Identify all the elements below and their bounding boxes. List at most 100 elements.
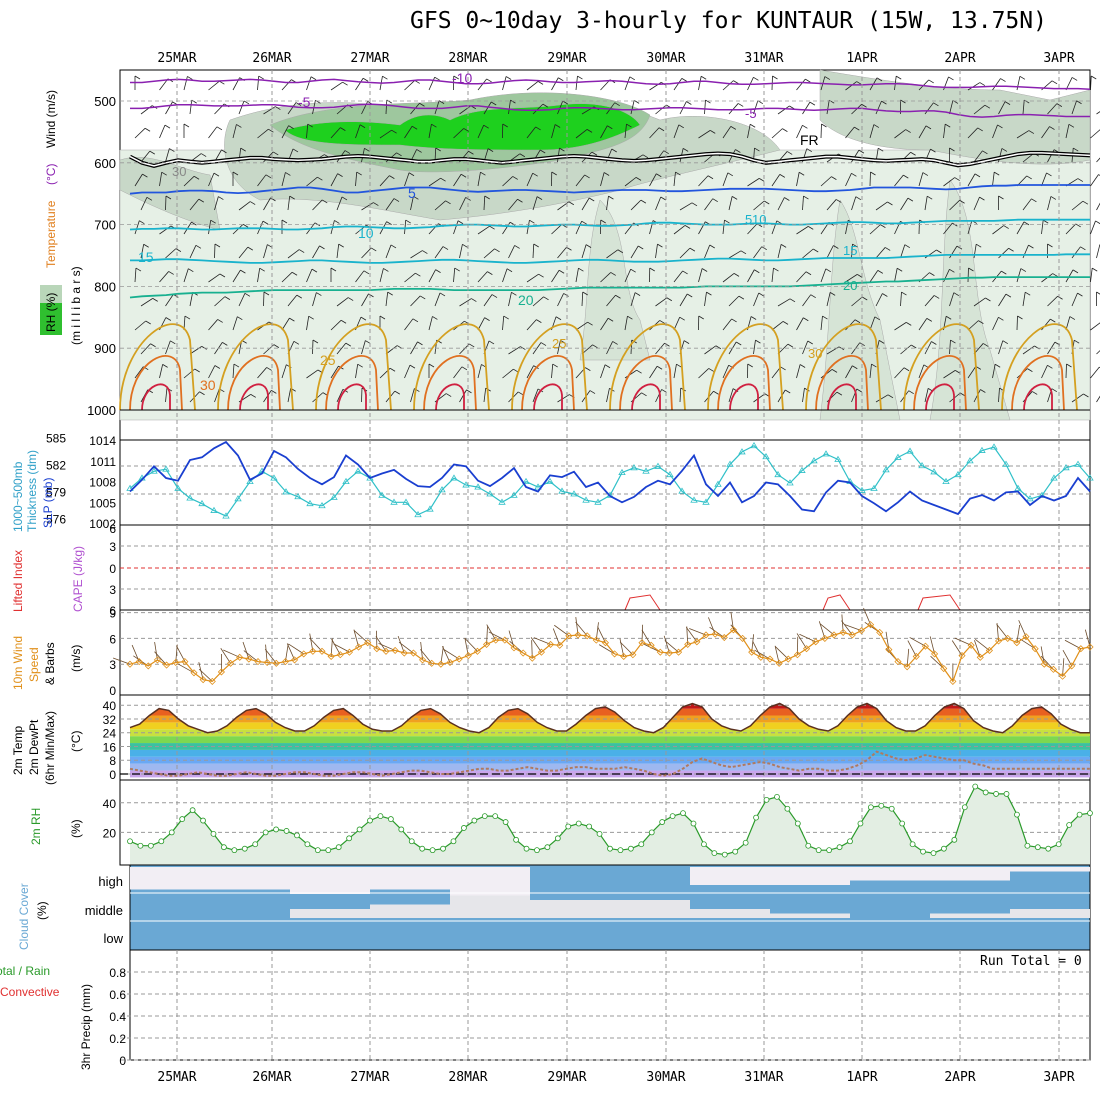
wind-barb-flag bbox=[636, 369, 642, 374]
wind10-point bbox=[1077, 645, 1085, 653]
isotherm-label: 5 bbox=[408, 185, 416, 201]
wind-barb bbox=[1022, 345, 1035, 355]
wind-barb-flag bbox=[373, 202, 379, 206]
wind-barb-flag bbox=[784, 197, 790, 201]
rh2m-point bbox=[1087, 810, 1093, 817]
wind-barb bbox=[918, 125, 927, 139]
wind-barb-flag bbox=[389, 175, 395, 179]
isotherm-30 bbox=[129, 355, 183, 411]
precip-tick: 0.6 bbox=[109, 988, 126, 1002]
wind-barb-flag bbox=[341, 196, 348, 201]
wind10-point bbox=[245, 655, 253, 663]
wind-barb-flag bbox=[1095, 220, 1100, 225]
wind-barb bbox=[189, 198, 200, 211]
wind-barb-flag bbox=[432, 316, 438, 320]
wind-barb-flag bbox=[1031, 391, 1038, 395]
slp-point bbox=[570, 490, 578, 497]
wind10-barb bbox=[754, 649, 771, 660]
wind-barb-flag bbox=[977, 127, 983, 132]
wind-barb-flag bbox=[165, 317, 172, 321]
wind-barb-flag bbox=[998, 316, 1004, 321]
wind10-point bbox=[556, 641, 564, 649]
wind-barb bbox=[655, 297, 668, 307]
wind10-point bbox=[382, 647, 390, 655]
wind-barb-flag bbox=[357, 363, 363, 368]
wind-barb bbox=[649, 173, 657, 187]
wind-barb-flag bbox=[589, 390, 596, 394]
wind-barb-flag bbox=[431, 123, 437, 128]
wind-barb bbox=[404, 172, 410, 187]
rh2m-axis: 40 20 bbox=[103, 797, 117, 841]
wind-barb-flag bbox=[390, 244, 397, 249]
wind-barb bbox=[434, 246, 444, 259]
wind-barb-flag bbox=[1050, 318, 1056, 323]
rh2m-point bbox=[763, 796, 770, 803]
slp-point bbox=[1050, 474, 1058, 481]
wind-barb-flag bbox=[360, 316, 367, 321]
wind-barb-flag bbox=[607, 125, 613, 130]
wind-barb bbox=[385, 244, 392, 259]
wind-barb-flag bbox=[469, 343, 475, 348]
wind-barb-flag bbox=[308, 315, 314, 320]
wind-barb-flag bbox=[589, 197, 595, 202]
wind10-barb bbox=[488, 631, 506, 641]
date-label-bottom: 31MAR bbox=[744, 1070, 783, 1085]
wind10-point bbox=[629, 651, 637, 659]
isotherm-line bbox=[130, 253, 1090, 264]
wind-barb-flag bbox=[382, 75, 388, 80]
wind-barb bbox=[973, 297, 986, 307]
cape-label: CAPE (J/kg) bbox=[71, 546, 85, 612]
date-label-bottom: 29MAR bbox=[547, 1070, 586, 1085]
slp-point bbox=[462, 481, 470, 488]
rh2m-point bbox=[210, 830, 217, 837]
wind-barb-flag bbox=[219, 273, 226, 278]
wind-barb-flag bbox=[666, 297, 673, 302]
wind-barb bbox=[208, 319, 218, 331]
wind-barb bbox=[992, 78, 1001, 91]
wind-barb-flag bbox=[371, 247, 377, 252]
slp-tick: 1002 bbox=[89, 517, 116, 531]
wind-barb bbox=[992, 364, 996, 379]
rh2m-point bbox=[273, 826, 279, 833]
wind10-point bbox=[163, 661, 171, 669]
rh2m-point bbox=[534, 847, 540, 854]
wind10-point bbox=[729, 626, 737, 634]
wind-barb-flag bbox=[134, 75, 141, 80]
wind-barb bbox=[385, 345, 398, 355]
wind10-barb bbox=[552, 628, 561, 646]
lifted-tick: 0 bbox=[109, 562, 116, 576]
wind-barb-flag bbox=[659, 320, 665, 324]
wind-barb-flag bbox=[758, 292, 764, 297]
wind-barb-flag bbox=[1096, 291, 1100, 295]
wind-barb-flag bbox=[152, 298, 158, 302]
isotherm-label: 25 bbox=[320, 352, 336, 368]
wind-barb-flag bbox=[142, 173, 148, 178]
rh2m-point bbox=[732, 848, 739, 855]
wind-barb-flag bbox=[656, 365, 663, 370]
wind-barb-flag bbox=[807, 340, 813, 345]
wind-barb-flag bbox=[994, 363, 1001, 368]
wind10-point bbox=[446, 658, 454, 667]
wind-barb bbox=[159, 271, 169, 283]
rh2m-point bbox=[1014, 811, 1020, 818]
wind-barb bbox=[1022, 198, 1032, 211]
wind-barb bbox=[459, 244, 463, 259]
wind-barb-flag bbox=[679, 316, 685, 321]
wind-barb-flag bbox=[312, 339, 319, 344]
slp-point bbox=[402, 498, 410, 505]
wind-barb bbox=[973, 196, 980, 211]
wind-barb-flag bbox=[219, 80, 225, 85]
wind-barb bbox=[214, 296, 226, 307]
wind-barb-flag bbox=[903, 367, 910, 372]
wind-barb-flag bbox=[887, 394, 894, 399]
wind-barb bbox=[134, 173, 143, 187]
wind-barb-flag bbox=[852, 365, 858, 370]
wind-barb-flag bbox=[440, 177, 446, 182]
pressure-tick: 900 bbox=[94, 341, 116, 356]
rh2m-point bbox=[252, 841, 259, 848]
wind-barb-flag bbox=[586, 129, 593, 133]
wind-barb bbox=[330, 81, 343, 91]
wind10-point bbox=[739, 634, 747, 642]
wind-barb bbox=[998, 101, 1006, 115]
wind-barb bbox=[551, 364, 554, 379]
